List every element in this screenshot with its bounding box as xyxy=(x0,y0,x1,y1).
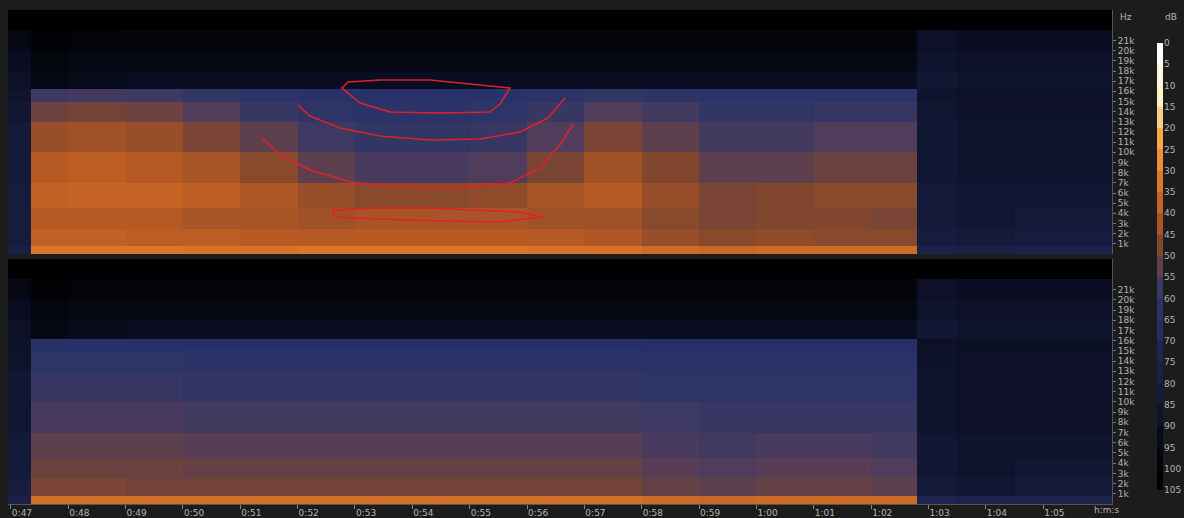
svg-text:0:49: 0:49 xyxy=(127,508,147,518)
svg-text:90: 90 xyxy=(1164,421,1176,431)
svg-text:0:48: 0:48 xyxy=(69,508,89,518)
svg-text:18k: 18k xyxy=(1118,315,1135,325)
svg-text:20k: 20k xyxy=(1118,295,1135,305)
svg-text:2k: 2k xyxy=(1118,479,1130,489)
svg-text:5k: 5k xyxy=(1118,448,1130,458)
svg-text:1:00: 1:00 xyxy=(757,508,777,518)
svg-text:12k: 12k xyxy=(1118,127,1135,137)
svg-text:9k: 9k xyxy=(1118,407,1130,417)
svg-text:5: 5 xyxy=(1164,59,1170,69)
svg-text:100: 100 xyxy=(1164,464,1181,474)
svg-text:20k: 20k xyxy=(1118,46,1135,56)
svg-text:6k: 6k xyxy=(1118,188,1130,198)
svg-text:80: 80 xyxy=(1164,379,1176,389)
svg-text:15k: 15k xyxy=(1118,346,1135,356)
svg-text:10k: 10k xyxy=(1118,147,1135,157)
svg-text:13k: 13k xyxy=(1118,366,1135,376)
svg-text:15k: 15k xyxy=(1118,97,1135,107)
svg-text:1k: 1k xyxy=(1118,239,1130,249)
svg-text:65: 65 xyxy=(1164,315,1175,325)
svg-text:85: 85 xyxy=(1164,400,1175,410)
svg-text:25: 25 xyxy=(1164,145,1175,155)
svg-text:1:02: 1:02 xyxy=(872,508,892,518)
svg-text:3k: 3k xyxy=(1118,219,1130,229)
svg-text:4k: 4k xyxy=(1118,458,1130,468)
svg-text:13k: 13k xyxy=(1118,117,1135,127)
svg-text:Hz: Hz xyxy=(1120,12,1132,22)
svg-text:0:51: 0:51 xyxy=(241,508,261,518)
svg-text:9k: 9k xyxy=(1118,158,1130,168)
svg-text:6k: 6k xyxy=(1118,438,1130,448)
svg-text:1:01: 1:01 xyxy=(815,508,835,518)
svg-text:50: 50 xyxy=(1164,251,1176,261)
svg-text:17k: 17k xyxy=(1118,326,1135,336)
svg-text:8k: 8k xyxy=(1118,417,1130,427)
svg-text:14k: 14k xyxy=(1118,107,1135,117)
svg-text:40: 40 xyxy=(1164,208,1176,218)
svg-text:70: 70 xyxy=(1164,336,1176,346)
svg-text:0:57: 0:57 xyxy=(585,508,605,518)
svg-text:14k: 14k xyxy=(1118,356,1135,366)
svg-text:19k: 19k xyxy=(1118,305,1135,315)
svg-text:45: 45 xyxy=(1164,230,1175,240)
svg-text:7k: 7k xyxy=(1118,178,1130,188)
svg-text:11k: 11k xyxy=(1118,387,1135,397)
svg-text:3k: 3k xyxy=(1118,469,1130,479)
svg-text:1:03: 1:03 xyxy=(929,508,949,518)
svg-text:95: 95 xyxy=(1164,443,1175,453)
svg-text:7k: 7k xyxy=(1118,428,1130,438)
svg-text:1k: 1k xyxy=(1118,489,1130,499)
svg-text:h:m:s: h:m:s xyxy=(1094,505,1120,515)
svg-text:20: 20 xyxy=(1164,123,1176,133)
svg-text:12k: 12k xyxy=(1118,377,1135,387)
svg-text:0:55: 0:55 xyxy=(471,508,491,518)
svg-text:21k: 21k xyxy=(1118,285,1135,295)
svg-text:0:59: 0:59 xyxy=(700,508,720,518)
svg-text:2k: 2k xyxy=(1118,229,1130,239)
svg-text:16k: 16k xyxy=(1118,86,1135,96)
svg-text:1:05: 1:05 xyxy=(1044,508,1064,518)
svg-text:11k: 11k xyxy=(1118,137,1135,147)
svg-text:5k: 5k xyxy=(1118,198,1130,208)
svg-text:0: 0 xyxy=(1164,38,1170,48)
svg-text:0:53: 0:53 xyxy=(356,508,376,518)
svg-text:30: 30 xyxy=(1164,166,1176,176)
svg-text:0:56: 0:56 xyxy=(528,508,548,518)
svg-text:0:47: 0:47 xyxy=(12,508,32,518)
svg-text:15: 15 xyxy=(1164,102,1175,112)
svg-text:105: 105 xyxy=(1164,485,1181,495)
svg-text:60: 60 xyxy=(1164,294,1176,304)
svg-text:55: 55 xyxy=(1164,272,1175,282)
svg-text:0:52: 0:52 xyxy=(299,508,319,518)
svg-text:18k: 18k xyxy=(1118,66,1135,76)
svg-text:17k: 17k xyxy=(1118,76,1135,86)
svg-text:16k: 16k xyxy=(1118,336,1135,346)
svg-text:1:04: 1:04 xyxy=(987,508,1007,518)
svg-text:75: 75 xyxy=(1164,357,1175,367)
svg-text:0:54: 0:54 xyxy=(413,508,433,518)
svg-text:8k: 8k xyxy=(1118,168,1130,178)
svg-text:35: 35 xyxy=(1164,187,1175,197)
svg-text:0:50: 0:50 xyxy=(184,508,204,518)
svg-text:19k: 19k xyxy=(1118,56,1135,66)
svg-text:10: 10 xyxy=(1164,81,1176,91)
svg-text:0:58: 0:58 xyxy=(643,508,663,518)
svg-text:10k: 10k xyxy=(1118,397,1135,407)
svg-text:21k: 21k xyxy=(1118,36,1135,46)
svg-text:4k: 4k xyxy=(1118,208,1130,218)
svg-text:dB: dB xyxy=(1165,12,1177,22)
